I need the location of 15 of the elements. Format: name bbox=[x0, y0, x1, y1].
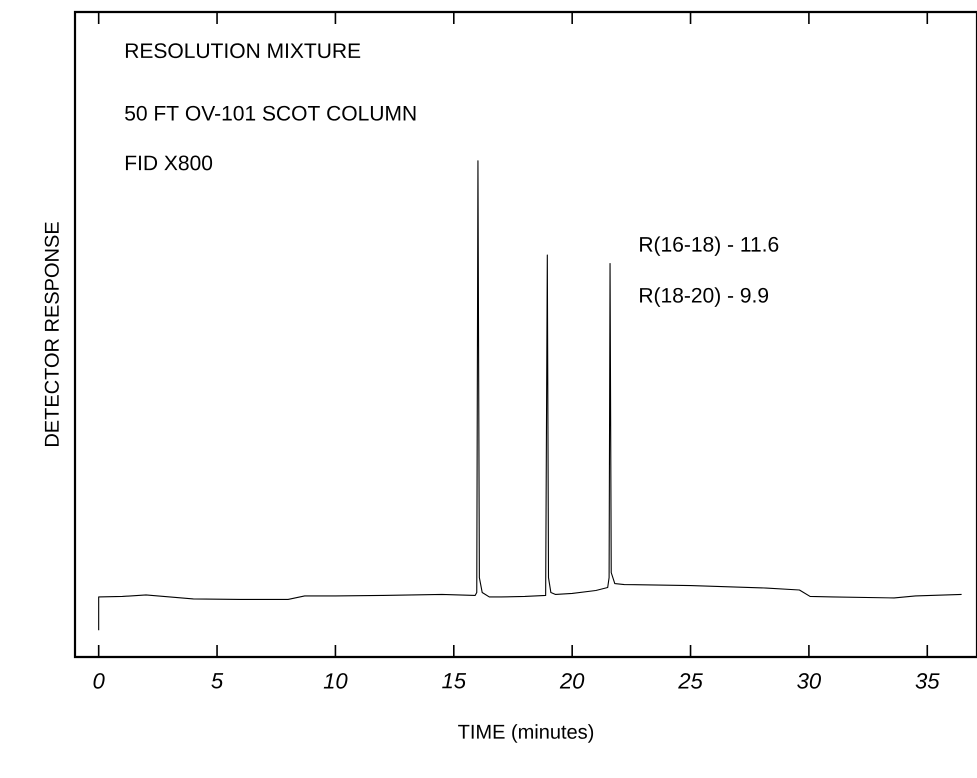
x-tick-label: 0 bbox=[94, 673, 105, 689]
x-tick-label: 35 bbox=[916, 673, 940, 689]
x-tick-label: 5 bbox=[211, 673, 224, 688]
x-tick-label: 15 bbox=[442, 673, 466, 688]
text: 50 FT OV-101 SCOT COLUMN bbox=[125, 106, 416, 121]
x-tick-label: 10 bbox=[324, 673, 348, 689]
x-tick-label: 25 bbox=[678, 673, 703, 689]
annotation: R(18-20) - 9.9 bbox=[640, 287, 768, 307]
x-axis-title: TIME (minutes) bbox=[458, 724, 594, 743]
text: RESOLUTION MIXTURE bbox=[126, 43, 360, 58]
x-tick-label: 20 bbox=[560, 673, 584, 689]
annotation: FID X800 bbox=[126, 155, 212, 170]
annotation: R(16-18) - 11.6 bbox=[640, 236, 778, 256]
y-axis-title: DETECTOR RESPONSE bbox=[44, 222, 59, 446]
x-tick-label: 30 bbox=[797, 673, 821, 689]
